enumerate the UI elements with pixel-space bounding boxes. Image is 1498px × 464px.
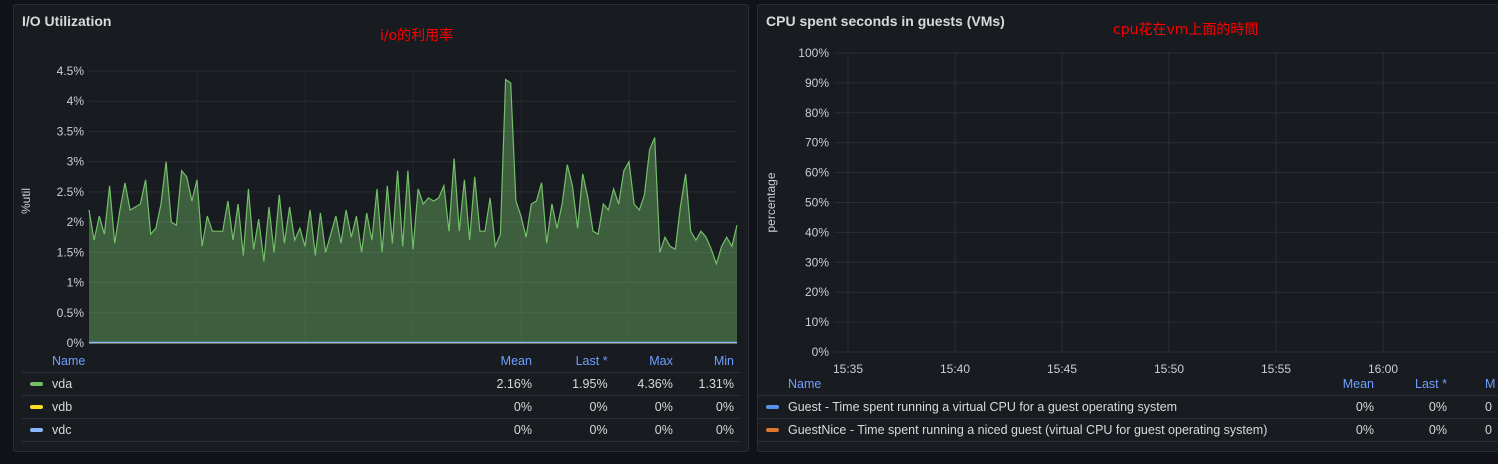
series-name[interactable]: GuestNice - Time spent running a niced g… (788, 423, 1268, 437)
y-tick-label: 2.5% (57, 185, 85, 199)
x-tick-label: 15:50 (1154, 362, 1184, 376)
last-value: 0% (537, 395, 614, 419)
io-utilization-chart[interactable]: 0% 0.5% 1% 1.5% 2% 2.5% 3% 3.5% 4% 4.5% %util (14, 5, 748, 451)
legend-header-min[interactable]: Min (713, 354, 734, 368)
series-name[interactable]: vdb (52, 400, 73, 414)
legend-header-last[interactable]: Last * (575, 354, 608, 368)
cpu-annotation: cpu花在vm上面的時間 (1113, 22, 1259, 38)
legend-row-vda[interactable]: vda 2.16% 1.95% 4.36% 1.31% (22, 372, 740, 396)
series-name[interactable]: vda (52, 377, 73, 391)
y-tick-label: 0% (67, 336, 85, 350)
min-value: 1.31% (678, 372, 740, 396)
y-tick-label: 4% (67, 94, 85, 108)
mean-value: 2.16% (457, 372, 538, 396)
min-value: 0% (678, 395, 740, 419)
legend-header-mean[interactable]: Mean (500, 354, 532, 368)
y-tick-label: 90% (805, 76, 829, 90)
y-tick-label: 40% (805, 225, 829, 239)
y-tick-label: 60% (805, 166, 829, 180)
cpu-guest-panel[interactable]: CPU spent seconds in guests (VMs) cpu花在v… (757, 4, 1498, 452)
max-value: 0% (613, 418, 679, 442)
x-tick-label: 15:35 (833, 362, 863, 376)
last-value: 0% (1380, 395, 1453, 419)
max-value: 0% (613, 395, 679, 419)
mean-value: 0% (1306, 395, 1380, 419)
last-value: 0% (537, 418, 614, 442)
y-tick-label: 70% (805, 136, 829, 150)
y-tick-label: 3% (67, 155, 85, 169)
y-tick-label: 0% (812, 345, 830, 359)
x-tick-label: 15:40 (940, 362, 970, 376)
legend-row-guestnice[interactable]: GuestNice - Time spent running a niced g… (758, 418, 1498, 442)
mean-value: 0% (457, 418, 538, 442)
io-legend: Name Mean Last * Max Min vda 2.16% 1.95%… (22, 350, 740, 442)
legend-header-last[interactable]: Last * (1415, 377, 1447, 391)
series-color-swatch (766, 404, 779, 409)
cpu-legend: Name Mean Last * M Guest - Time spent ru… (758, 373, 1498, 442)
series-name[interactable]: Guest - Time spent running a virtual CPU… (788, 400, 1178, 414)
series-color-swatch (30, 381, 43, 386)
legend-header-mean[interactable]: Mean (1342, 377, 1374, 391)
vda-area (89, 79, 737, 343)
y-tick-label: 50% (805, 196, 829, 210)
mean-value: 0% (457, 395, 538, 419)
y-tick-label: 30% (805, 255, 829, 269)
y-tick-label: 20% (805, 285, 829, 299)
last-value: 1.95% (537, 372, 614, 396)
series-color-swatch (30, 427, 43, 432)
vda-line (88, 78, 738, 266)
series-name[interactable]: vdc (52, 423, 72, 437)
y-axis-label: %util (19, 188, 33, 214)
y-tick-label: 80% (805, 106, 829, 120)
last-value: 0% (1380, 418, 1453, 442)
panel-title[interactable]: CPU spent seconds in guests (VMs) (766, 13, 1005, 29)
io-annotation: i/o的利用率 (380, 28, 454, 44)
y-tick-label: 1% (67, 276, 85, 290)
y-tick-label: 100% (798, 46, 829, 60)
legend-header-max[interactable]: M (1485, 377, 1496, 391)
y-tick-label: 2% (67, 215, 85, 229)
x-tick-label: 16:00 (1368, 362, 1398, 376)
y-tick-label: 3.5% (57, 124, 85, 138)
max-value: 4.36% (613, 372, 679, 396)
legend-header-name[interactable]: Name (52, 354, 86, 368)
y-tick-label: 1.5% (57, 245, 85, 259)
y-axis-label: percentage (764, 172, 778, 232)
series-color-swatch (766, 427, 779, 432)
legend-row-vdc[interactable]: vdc 0% 0% 0% 0% (22, 418, 740, 442)
y-tick-label: 4.5% (57, 64, 85, 78)
max-value: 0 (1453, 395, 1498, 419)
y-tick-label: 10% (805, 315, 829, 329)
cpu-guest-chart[interactable]: 0% 10% 20% 30% 40% 50% 60% 70% 80% 90% 100% 15:35 15… (758, 5, 1498, 451)
legend-row-guest[interactable]: Guest - Time spent running a virtual CPU… (758, 395, 1498, 419)
panel-title[interactable]: I/O Utilization (22, 13, 112, 29)
y-tick-label: 0.5% (57, 306, 85, 320)
x-tick-label: 15:45 (1047, 362, 1077, 376)
series-color-swatch (30, 404, 43, 409)
max-value: 0 (1453, 418, 1498, 442)
legend-header-name[interactable]: Name (788, 377, 822, 391)
mean-value: 0% (1306, 418, 1380, 442)
legend-header-max[interactable]: Max (649, 354, 673, 368)
x-tick-label: 15:55 (1261, 362, 1291, 376)
io-utilization-panel[interactable]: I/O Utilization i/o的利用率 0% 0.5% 1% 1.5% 2% 2.… (13, 4, 749, 452)
legend-row-vdb[interactable]: vdb 0% 0% 0% 0% (22, 395, 740, 419)
min-value: 0% (678, 418, 740, 442)
